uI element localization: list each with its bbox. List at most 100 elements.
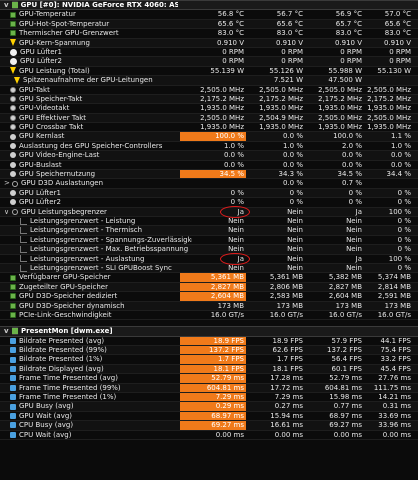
sensor-label: Spitzenaufnahme der GPU-Leitungen: [23, 76, 153, 85]
avg-value: 0 RPM: [389, 57, 411, 66]
chevron-down-icon[interactable]: v: [4, 327, 9, 336]
min-value: 1,935.0 MHz: [259, 104, 303, 113]
section-header-presentmon[interactable]: v PresentMon [dwm.exe]: [0, 326, 418, 337]
sensor-label-cell: Bildrate Presented (avg): [0, 337, 188, 345]
sensor-row[interactable]: CPU Busy (avg) 69.27 ms 16.61 ms 69.27 ms 33…: [0, 421, 418, 431]
sensor-label: Verfügbarer GPU-Speicher: [19, 273, 111, 282]
sensor-row[interactable]: GPU Lüfter2 0 % 0 % 0 % 0 %: [0, 198, 418, 208]
fan-icon: [10, 48, 17, 56]
presentmon-sensor-list: Bildrate Presented (avg) 18.9 FPS 18.9 FPS…: [0, 336, 418, 440]
min-value: 0.27 ms: [274, 402, 303, 411]
sensor-row[interactable]: Leistungsgrenzwert - Auslastung Ja Nein Ja 1…: [0, 255, 418, 264]
sensor-label: GPU Lüfter2: [19, 198, 61, 207]
avg-value: 173 MB: [384, 301, 411, 310]
min-value: 7.521 W: [273, 76, 303, 85]
max-value: 68.97 ms: [329, 411, 362, 420]
sensor-row[interactable]: GPU Speichernutzung 34.5 % 34.3 % 34.5 % 34.…: [0, 170, 418, 180]
sensor-row[interactable]: Verfügbarer GPU-Speicher 5,361 MB 5,361 MB…: [0, 273, 418, 283]
gpu-section-icon: [11, 1, 18, 10]
min-value: 2,175.2 MHz: [259, 94, 303, 103]
sensor-row[interactable]: GPU Video-Engine-Last 0.0 % 0.0 % 0.0 % 0.0 …: [0, 151, 418, 161]
sensor-row[interactable]: Bildrate Presented (avg) 18.9 FPS 18.9 FPS…: [0, 336, 418, 347]
tree-branch-icon: [20, 245, 27, 253]
sensor-label: GPU Wait (avg): [19, 411, 73, 420]
sensor-row[interactable]: PCIe-Link-Geschwindigkeit 16.0 GT/s 16.0 G…: [0, 310, 418, 321]
sensor-row[interactable]: Frame Time Presented (avg) 52.79 ms 17.28 …: [0, 374, 418, 384]
chevron-down-icon[interactable]: v: [4, 1, 9, 9]
sensor-row[interactable]: GPU-Videotakt 1,935.0 MHz 1,935.0 MHz 1,935…: [0, 104, 418, 114]
sensor-row[interactable]: GPU Kernlast 100.0 % 0.0 % 100.0 % 1.1 %: [0, 132, 418, 142]
sensor-row[interactable]: GPU Wait (avg) 68.97 ms 15.94 ms 68.97 ms 33…: [0, 411, 418, 422]
avg-value: 2,591 MB: [377, 292, 411, 301]
sensor-row[interactable]: GPU Leistung (Total) 55.139 W 55.126 W 55.9…: [0, 66, 418, 77]
sensor-row[interactable]: GPU Crossbar Takt 1,935.0 MHz 1,935.0 MHz 1…: [0, 123, 418, 133]
sensor-row[interactable]: CPU Wait (avg) 0.00 ms 0.00 ms 0.00 ms 0.00 …: [0, 431, 418, 440]
sensor-row[interactable]: GPU Effektiver Takt 2,505.0 MHz 2,504.9 MH…: [0, 113, 418, 124]
sensor-row[interactable]: Leistungsgrenzwert - SLI GPUBoost Sync Ne…: [0, 263, 418, 274]
sensor-row[interactable]: GPU D3D-Speicher dediziert 2,604 MB 2,583 …: [0, 292, 418, 302]
max-value: 2.0 %: [341, 141, 362, 150]
sensor-row[interactable]: GPU-Temperatur 56.8 °C 56.7 °C 56.9 °C 57.0 …: [0, 10, 418, 20]
avg-value: 1,935.0 MHz: [367, 104, 411, 113]
min-value: 55.126 W: [269, 66, 303, 75]
chevron-down-icon[interactable]: ∨: [4, 207, 10, 216]
sensor-row[interactable]: Zugeteilter GPU-Speicher 2,827 MB 2,806 MB…: [0, 282, 418, 293]
max-value: 0 RPM: [340, 57, 362, 66]
sensor-row[interactable]: GPU-Takt 2,505.0 MHz 2,505.0 MHz 2,505.0 MH…: [0, 86, 418, 95]
sensor-row[interactable]: Spitzenaufnahme der GPU-Leitungen 7.521 W…: [0, 76, 418, 86]
section-header-gpu[interactable]: v GPU [#0]: NVIDIA GeForce RTX 4060: ASU…: [0, 0, 418, 11]
sensor-label-cell: Frame Time Presented (1%): [0, 393, 188, 401]
chip-icon: [10, 30, 16, 37]
sensor-label-cell: Spitzenaufnahme der GPU-Leitungen: [0, 76, 192, 84]
sensor-row[interactable]: GPU-Hot-Spot-Temperatur 65.6 °C 65.6 °C 65.…: [0, 19, 418, 30]
max-value: 15.98 ms: [329, 393, 362, 402]
sensor-row[interactable]: > GPU D3D Auslastungen 0.0 % 0.7 %: [0, 179, 418, 189]
sensor-label: GPU Lüfter1: [20, 47, 62, 56]
max-value: 83.0 °C: [335, 29, 362, 38]
sensor-label-cell: GPU Crossbar Takt: [0, 123, 188, 131]
sensor-row[interactable]: Thermischer GPU-Grenzwert 83.0 °C 83.0 °C 8…: [0, 29, 418, 39]
max-value: 2,175.2 MHz: [318, 94, 362, 103]
sensor-row[interactable]: Leistungsgrenzwert - Spannungs-Zuverläss…: [0, 236, 418, 246]
sensor-row[interactable]: Leistungsgrenzwert - Leistung Nein Nein Nei…: [0, 217, 418, 227]
gauge-icon: [10, 190, 16, 196]
tree-branch-icon: [20, 264, 27, 272]
sensor-row[interactable]: Frame Time Presented (99%) 604.81 ms 17.72…: [0, 383, 418, 394]
min-value: 34.3 %: [278, 170, 303, 179]
sensor-row[interactable]: Frame Time Presented (1%) 7.29 ms 7.29 ms 1…: [0, 393, 418, 403]
avg-value: 1.0 %: [390, 141, 411, 150]
sensor-label-cell: GPU Wait (avg): [0, 412, 188, 420]
sensor-row[interactable]: ∨ GPU Leistungsbegrenzer Ja Nein Ja 100 %: [0, 207, 418, 217]
sensor-row[interactable]: Leistungsgrenzwert - Thermisch Nein Nein Ne…: [0, 226, 418, 236]
sensor-row[interactable]: Leistungsgrenzwert - Max. Betriebsspannu…: [0, 245, 418, 255]
sensor-row[interactable]: GPU-Buslast 0.0 % 0.0 % 0.0 % 0.0 %: [0, 160, 418, 171]
sensor-row[interactable]: Auslastung des GPU Speicher-Controllers 1…: [0, 141, 418, 152]
sensor-row[interactable]: GPU Lüfter1 0 % 0 % 0 % 0 %: [0, 188, 418, 199]
sensor-row[interactable]: GPU Busy (avg) 0.29 ms 0.27 ms 0.77 ms 0.31 …: [0, 402, 418, 412]
sensor-label-cell: Leistungsgrenzwert - SLI GPUBoost Sync: [0, 264, 192, 272]
sensor-label: Zugeteilter GPU-Speicher: [19, 282, 108, 291]
current-value: 2,175.2 MHz: [200, 94, 244, 103]
avg-value: 44.1 FPS: [380, 336, 411, 345]
current-value: Ja: [237, 207, 244, 216]
sensor-row[interactable]: GPU Speicher-Takt 2,175.2 MHz 2,175.2 MHz 2…: [0, 94, 418, 105]
sensor-label-cell: GPU Busy (avg): [0, 402, 188, 410]
sensor-row[interactable]: GPU D3D-Speicher dynamisch 173 MB 173 MB 17…: [0, 301, 418, 311]
chip-icon: [10, 274, 16, 281]
sensor-row[interactable]: Bildrate Presented (1%) 1.7 FPS 1.7 FPS 56.…: [0, 355, 418, 365]
avg-value: 16.0 GT/s: [377, 310, 411, 319]
min-value: 0 RPM: [281, 57, 303, 66]
sensor-row[interactable]: Bildrate Presented (99%) 137.2 FPS 62.6 FP…: [0, 346, 418, 356]
max-value: 2,505.0 MHz: [318, 85, 362, 94]
max-value: 47.500 W: [328, 76, 362, 85]
sensor-label: Bildrate Presented (1%): [19, 355, 103, 364]
sensor-row[interactable]: GPU Lüfter1 0 RPM 0 RPM 0 RPM 0 RPM: [0, 47, 418, 58]
sensor-label: GPU Leistung (Total): [19, 66, 90, 75]
chevron-right-icon[interactable]: >: [4, 179, 10, 188]
sensor-label: GPU Speichernutzung: [19, 170, 96, 179]
avg-value: 2,505.0 MHz: [367, 85, 411, 94]
sensor-row[interactable]: GPU Lüfter2 0 RPM 0 RPM 0 RPM 0 RPM: [0, 57, 418, 67]
sensor-row[interactable]: GPU-Kern-Spannung 0.910 V 0.910 V 0.910 V 0.…: [0, 38, 418, 48]
min-value: 0.0 %: [282, 160, 303, 169]
sensor-row[interactable]: Bildrate Displayed (avg) 18.1 FPS 18.1 FPS…: [0, 364, 418, 375]
